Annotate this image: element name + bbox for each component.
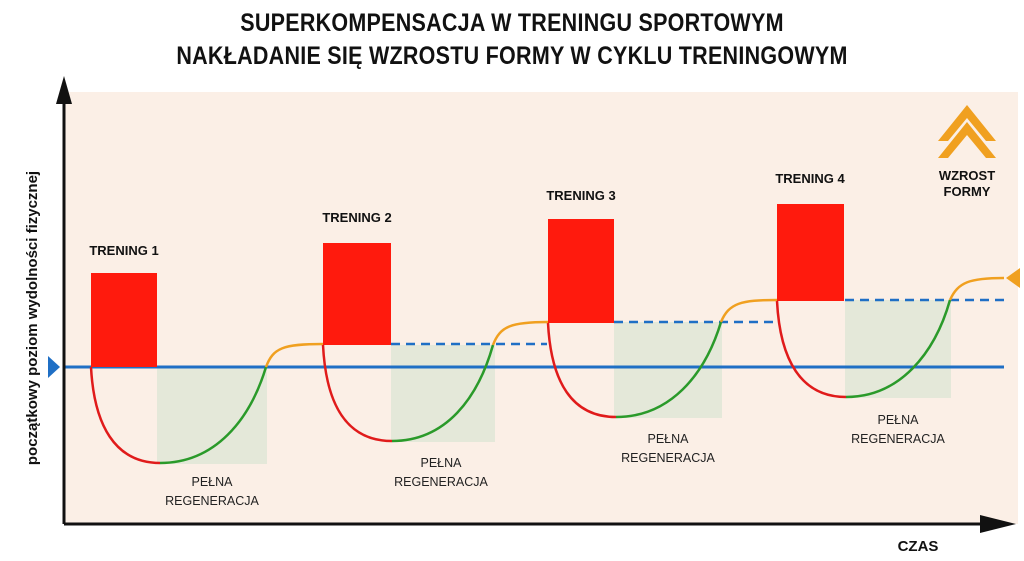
training-label-3: TRENING 3 (546, 188, 615, 203)
x-axis-arrow-icon (980, 515, 1016, 533)
training-block-4 (777, 204, 844, 301)
recovery-curve-2 (391, 344, 495, 443)
form-level-marker-icon (1006, 268, 1020, 288)
recovery-label-3b: REGENERACJA (621, 451, 715, 465)
form-growth-label-1: WZROST (939, 168, 995, 183)
recovery-block-4 (845, 300, 951, 398)
training-label-2: TRENING 2 (322, 210, 391, 225)
y-axis-arrow-icon (56, 76, 72, 104)
supercompensation-curve-4 (948, 276, 1005, 301)
supercompensation-curve-2 (491, 320, 549, 346)
recovery-curve-3 (615, 321, 723, 419)
training-block-1 (91, 273, 157, 367)
recovery-label-3a: PEŁNA (648, 432, 690, 446)
training-block-2 (323, 243, 391, 345)
training-label-1: TRENING 1 (89, 243, 158, 258)
recovery-label-4a: PEŁNA (878, 413, 920, 427)
training-block-3 (548, 219, 614, 323)
fatigue-curve-4 (775, 300, 847, 399)
recovery-curve-4 (845, 299, 952, 399)
supercompensation-curve-1 (264, 342, 324, 368)
recovery-label-1a: PEŁNA (192, 475, 234, 489)
baseline-marker-icon (48, 356, 60, 378)
title-line-2: NAKŁADANIE SIĘ WZROSTU FORMY W CYKLU TRE… (176, 42, 848, 70)
form-growth-label-2: FORMY (944, 184, 991, 199)
recovery-block-2 (391, 345, 495, 442)
recovery-block-1 (157, 367, 267, 464)
recovery-label-1b: REGENERACJA (165, 494, 259, 508)
fatigue-curve-1 (89, 366, 161, 465)
x-axis-label: CZAS (898, 538, 939, 555)
recovery-label-4b: REGENERACJA (851, 432, 945, 446)
title-line-1: SUPERKOMPENSACJA W TRENINGU SPORTOWYM (240, 9, 784, 37)
recovery-label-2b: REGENERACJA (394, 475, 488, 489)
supercompensation-curve-3 (719, 298, 778, 323)
recovery-label-2a: PEŁNA (421, 456, 463, 470)
y-axis-label: początkowy poziom wydolności fizycznej (24, 171, 41, 465)
recovery-curve-1 (159, 366, 268, 465)
double-chevron-up-icon (938, 105, 996, 158)
training-label-4: TRENING 4 (775, 171, 845, 186)
fatigue-curve-2 (321, 344, 393, 443)
recovery-block-3 (614, 322, 722, 418)
fatigue-curve-3 (546, 322, 617, 419)
